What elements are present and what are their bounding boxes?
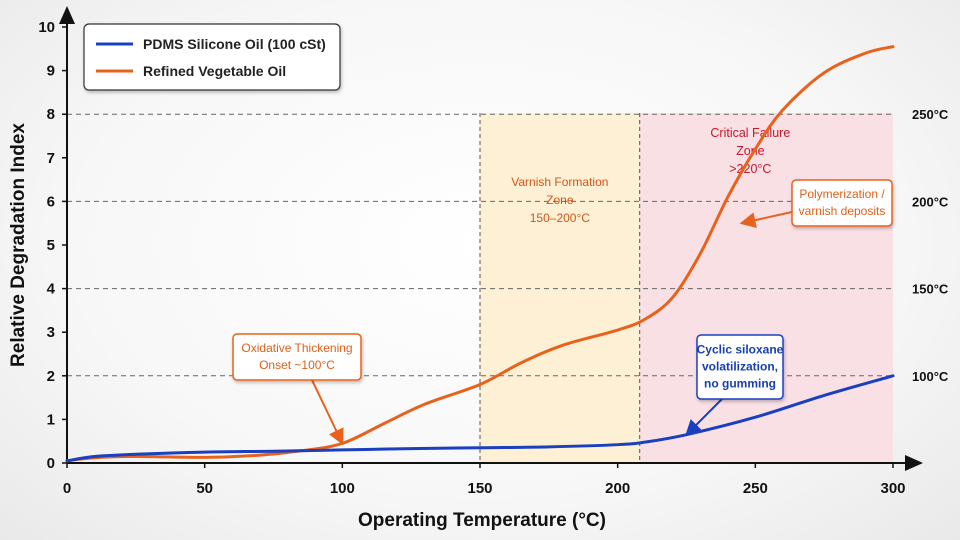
legend-label: Refined Vegetable Oil (143, 63, 286, 79)
series-line-vegetable-oil (65, 45, 895, 463)
annotation-text: varnish deposits (799, 204, 886, 218)
series-line-pdms (65, 374, 895, 463)
legend: PDMS Silicone Oil (100 cSt) Refined Veget… (83, 23, 341, 91)
legend-label: PDMS Silicone Oil (100 cSt) (143, 36, 326, 52)
y-tick-label: 1 (47, 411, 55, 428)
zone-varnish-label: 150–200°C (530, 211, 591, 225)
annotation-arrow (739, 211, 793, 228)
x-axis-title: Operating Temperature (°C) (358, 510, 606, 531)
annotations-layer: Oxidative Thickening Onset ~100°C Polymeri… (232, 179, 893, 446)
y-tick-label: 0 (47, 455, 55, 472)
annotation-text: Cyclic siloxane (697, 343, 784, 357)
annotation-box (696, 334, 784, 400)
x-tick-label: 250 (743, 480, 768, 497)
annotation-cyclic-siloxane: Cyclic siloxane volatilization, no gumming (685, 334, 784, 437)
reference-label: 150°C (912, 282, 949, 297)
zone-varnish-label: Zone (546, 193, 574, 207)
y-axis-title: Relative Degradation Index (8, 123, 29, 367)
x-tick-label: 100 (330, 480, 355, 497)
annotation-polymerization: Polymerization / varnish deposits (739, 179, 893, 228)
annotation-arrow (311, 379, 344, 446)
y-tick-label: 8 (47, 106, 55, 123)
zone-varnish-label: Varnish Formation (511, 175, 608, 189)
x-tick-label: 200 (605, 480, 630, 497)
annotation-text: Oxidative Thickening (241, 341, 352, 355)
y-tick-label: 2 (47, 368, 55, 385)
annotation-box (791, 179, 893, 227)
y-tick-label: 4 (47, 281, 56, 298)
y-tick-label: 6 (47, 193, 55, 210)
x-tick-label: 50 (196, 480, 213, 497)
axes: 0 50 100 150 200 250 300 0 1 2 3 4 5 6 7 8 9 10 (38, 6, 923, 497)
annotation-box (232, 333, 362, 381)
zones-layer: Varnish Formation Zone 150–200°C Critical F… (479, 113, 893, 463)
annotation-text: Polymerization / (799, 187, 885, 201)
annotation-text: Onset ~100°C (259, 358, 335, 372)
zone-critical-label: >220°C (729, 162, 771, 176)
annotation-oxidative-thickening: Oxidative Thickening Onset ~100°C (232, 333, 362, 446)
zone-critical (639, 113, 893, 463)
annotation-text: volatilization, (702, 360, 778, 374)
y-tick-label: 5 (47, 237, 55, 254)
y-tick-label: 7 (47, 150, 55, 167)
x-tick-label: 0 (63, 480, 71, 497)
reference-lines: 100°C 150°C 200°C 250°C (67, 107, 949, 384)
x-tick-label: 150 (467, 480, 492, 497)
zone-varnish (480, 113, 640, 463)
reference-label: 250°C (912, 107, 949, 122)
annotation-arrow (685, 398, 723, 437)
legend-box (83, 23, 341, 91)
annotation-text: no gumming (704, 377, 776, 391)
x-tick-label: 300 (880, 480, 905, 497)
reference-label: 100°C (912, 369, 949, 384)
zone-critical-label: Critical Failure (710, 126, 790, 140)
series-layer (65, 45, 895, 463)
y-tick-label: 3 (47, 324, 55, 341)
y-tick-label: 9 (47, 63, 55, 80)
reference-label: 200°C (912, 194, 949, 209)
y-tick-label: 10 (38, 19, 55, 36)
